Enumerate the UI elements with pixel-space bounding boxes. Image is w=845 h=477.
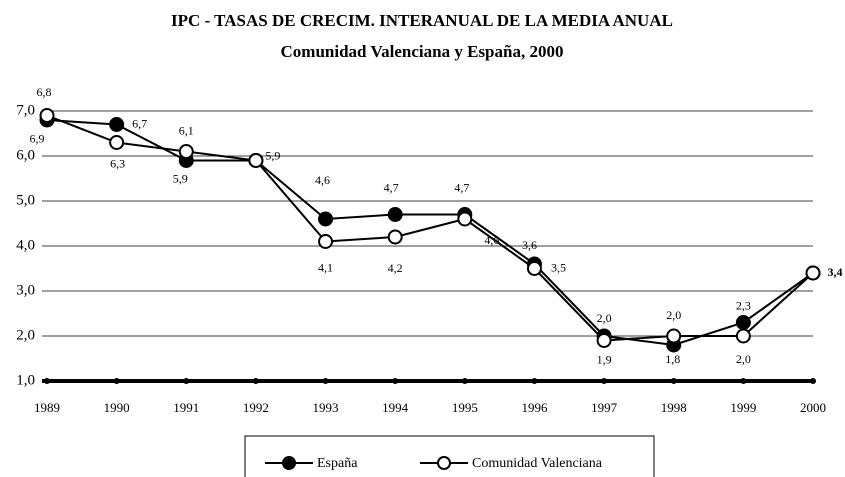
- data-point: [805, 265, 821, 281]
- data-label: 6,9: [30, 131, 45, 145]
- legend-label: Comunidad Valenciana: [472, 456, 603, 471]
- x-tick: [670, 378, 677, 384]
- x-tick-label: 1989: [34, 400, 60, 415]
- x-tick-label: 1998: [661, 400, 687, 415]
- data-label: 6,7: [132, 116, 147, 130]
- data-label: 2,3: [736, 298, 751, 312]
- data-label: 6,1: [179, 123, 194, 137]
- legend-marker: [437, 456, 451, 470]
- data-label: 3,5: [551, 260, 566, 274]
- data-label: 6,3: [110, 156, 125, 170]
- legend-box: [244, 435, 655, 477]
- x-tick-label: 1992: [243, 400, 269, 415]
- x-tick: [113, 378, 120, 384]
- x-tick: [740, 378, 747, 384]
- data-label: 3,4: [828, 265, 843, 279]
- x-tick: [44, 378, 50, 384]
- data-point: [39, 108, 55, 123]
- legend-marker: [282, 456, 296, 470]
- y-tick-label: 4,0: [16, 237, 35, 253]
- data-point: [596, 333, 612, 348]
- chart-subtitle: Comunidad Valenciana y España, 2000: [281, 42, 564, 61]
- x-tick-label: 1999: [730, 400, 756, 415]
- data-label: 2,0: [736, 352, 751, 366]
- data-label: 1,8: [665, 352, 680, 366]
- x-tick: [392, 378, 399, 384]
- data-point: [318, 234, 334, 249]
- y-tick-label: 1,0: [16, 372, 35, 388]
- x-tick-label: 1993: [313, 400, 339, 415]
- data-label: 3,6: [522, 238, 537, 252]
- x-tick: [601, 378, 608, 384]
- data-point: [387, 207, 403, 222]
- data-point: [666, 328, 682, 344]
- x-tick-label: 1996: [521, 400, 548, 415]
- legend-label: España: [317, 456, 358, 471]
- x-tick-label: 1994: [382, 400, 409, 415]
- data-label: 5,9: [265, 148, 280, 162]
- data-point: [178, 144, 194, 159]
- y-tick-label: 7,0: [16, 102, 35, 118]
- data-point: [318, 211, 334, 227]
- data-label: 5,9: [173, 171, 188, 185]
- data-point: [457, 211, 473, 227]
- x-tick-label: 1991: [173, 400, 199, 415]
- data-label: 4,6: [484, 233, 499, 247]
- x-tick: [183, 378, 190, 384]
- data-point: [735, 315, 751, 330]
- y-tick-label: 6,0: [16, 147, 35, 163]
- x-tick: [461, 378, 468, 384]
- data-label: 4,1: [318, 260, 333, 274]
- series-line: [46, 114, 814, 342]
- data-label: 2,0: [597, 311, 612, 325]
- data-point: [735, 328, 751, 344]
- data-point: [248, 153, 264, 168]
- x-tick: [322, 378, 329, 384]
- data-label: 1,9: [597, 352, 612, 366]
- x-tick-label: 2000: [800, 400, 826, 415]
- data-label: 4,7: [384, 180, 399, 194]
- x-tick-label: 1995: [452, 400, 478, 415]
- data-point: [387, 229, 403, 245]
- data-label: 4,6: [315, 173, 330, 187]
- y-tick-label: 5,0: [16, 192, 35, 208]
- x-tick: [810, 378, 816, 384]
- data-point: [109, 135, 125, 150]
- data-point: [109, 117, 125, 132]
- series-line: [46, 119, 814, 347]
- x-tick-label: 1990: [104, 400, 130, 415]
- data-label: 4,7: [454, 180, 469, 194]
- data-point: [526, 261, 542, 276]
- x-tick: [252, 378, 259, 384]
- x-tick: [531, 378, 538, 384]
- data-label: 4,2: [388, 261, 403, 275]
- y-tick-label: 3,0: [16, 282, 35, 298]
- y-tick-label: 2,0: [16, 327, 35, 343]
- data-label: 2,0: [666, 308, 681, 322]
- data-label: 6,8: [37, 85, 52, 99]
- chart-title: IPC - TASAS DE CRECIM. INTERANUAL DE LA …: [171, 11, 673, 30]
- x-tick-label: 1997: [591, 400, 618, 415]
